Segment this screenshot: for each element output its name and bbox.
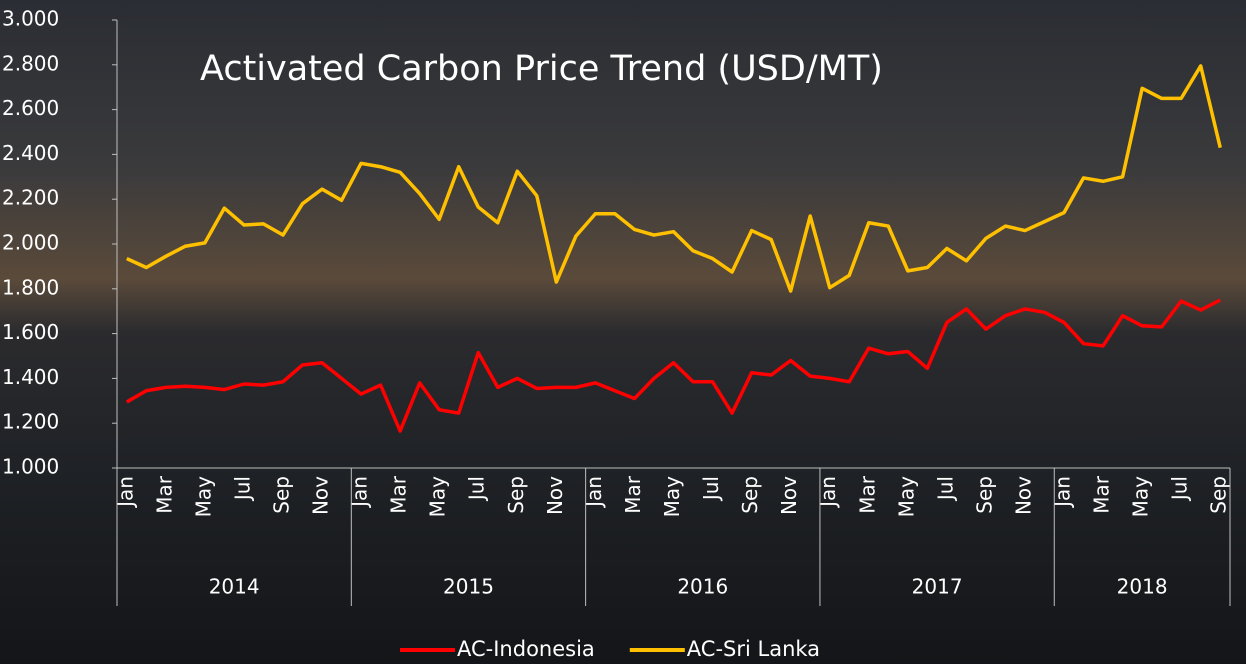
x-tick-label: Jul: [230, 476, 254, 502]
line-series: [127, 66, 1220, 291]
x-tick-label: Sep: [738, 476, 762, 514]
y-tick-label: 2.000: [2, 231, 59, 255]
y-tick-label: 3.000: [2, 7, 59, 31]
x-tick-label: Mar: [621, 475, 645, 514]
chart-title: Activated Carbon Price Trend (USD/MT): [200, 49, 883, 89]
y-tick-label: 1.200: [2, 410, 59, 434]
x-tick-label: May: [1129, 476, 1153, 518]
x-tick-label: Sep: [1207, 476, 1231, 514]
chart: Activated Carbon Price Trend (USD/MT) 1.…: [0, 0, 1246, 664]
y-tick-label: 1.600: [2, 320, 59, 344]
x-tick-label: Nov: [777, 476, 801, 515]
y-tick-label: 1.800: [2, 275, 59, 299]
x-tick-label: Jul: [465, 476, 489, 502]
x-group-label: 2015: [443, 575, 494, 599]
x-group-label: 2016: [677, 575, 728, 599]
x-tick-label: Nov: [543, 476, 567, 515]
x-tick-label: May: [894, 476, 918, 518]
x-group-label: 2017: [912, 575, 963, 599]
x-tick-label: Mar: [387, 475, 411, 514]
x-tick-label: May: [426, 476, 450, 518]
x-tick-label: Sep: [269, 476, 293, 514]
legend-label: AC-Sri Lanka: [687, 637, 820, 661]
y-tick-label: 1.400: [2, 365, 59, 389]
x-tick-label: Nov: [309, 476, 333, 515]
x-group-label: 2014: [209, 575, 260, 599]
y-tick-label: 2.200: [2, 186, 59, 210]
x-tick-label: Jul: [933, 476, 957, 502]
y-tick-label: 2.400: [2, 141, 59, 165]
x-tick-label: Nov: [1011, 476, 1035, 515]
y-tick-label: 2.600: [2, 96, 59, 120]
x-tick-label: Sep: [972, 476, 996, 514]
x-tick-label: May: [660, 476, 684, 518]
legend-label: AC-Indonesia: [457, 637, 595, 661]
x-tick-label: Jul: [1168, 476, 1192, 502]
x-tick-label: Mar: [1090, 475, 1114, 514]
x-tick-label: Sep: [504, 476, 528, 514]
y-tick-label: 1.000: [2, 455, 59, 479]
x-tick-label: May: [191, 476, 215, 518]
x-tick-label: Jul: [699, 476, 723, 502]
line-series: [127, 300, 1220, 431]
x-group-label: 2018: [1117, 575, 1168, 599]
x-tick-label: Mar: [855, 475, 879, 514]
x-tick-label: Mar: [152, 475, 176, 514]
y-tick-label: 2.800: [2, 51, 59, 75]
